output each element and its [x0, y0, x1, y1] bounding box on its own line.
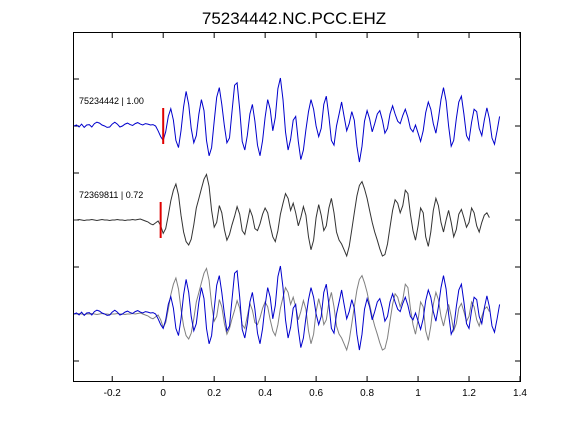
trace-label: 72369811 | 0.72 — [79, 190, 143, 200]
x-tick-label: 1 — [415, 388, 421, 399]
x-tick-label: 0.2 — [207, 388, 221, 399]
x-tick-label: 0.6 — [309, 388, 323, 399]
plot-frame — [73, 32, 521, 382]
trace-labels: 75234442 | 1.00 72369811 | 0.72 — [79, 96, 144, 200]
x-tick-label: 1.4 — [513, 388, 527, 399]
overlay-primary-line — [73, 265, 501, 351]
chart-title: 75234442.NC.PCC.EHZ — [202, 9, 386, 28]
x-tick-label: 1.2 — [462, 388, 476, 399]
x-tick-label: 0.4 — [258, 388, 272, 399]
x-tick-label: 0.8 — [360, 388, 374, 399]
x-tick-label: -0.2 — [104, 388, 122, 399]
overlay-secondary-line — [74, 266, 490, 352]
traces — [73, 77, 501, 352]
axis-ticks: -0.2 0 0.2 0.4 0.6 0.8 1 1.2 1.4 — [74, 33, 527, 399]
trace-label: 75234442 | 1.00 — [79, 96, 144, 106]
trace-secondary-line — [74, 172, 490, 258]
trace-primary-line — [73, 77, 501, 163]
x-tick-label: 0 — [160, 388, 166, 399]
